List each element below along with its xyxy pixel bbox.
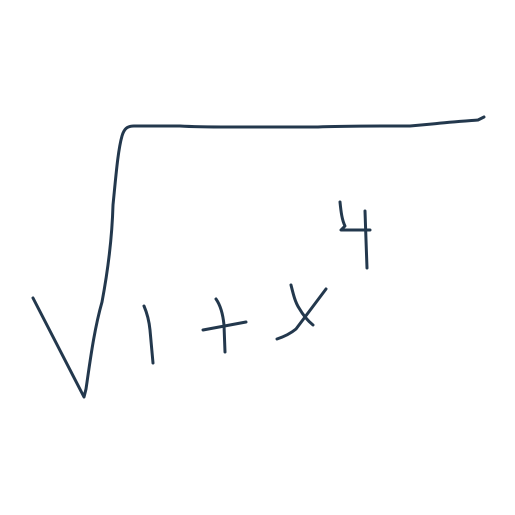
exponent-four-stem (363, 209, 369, 270)
x-stroke-one (289, 283, 315, 327)
digit-one (142, 304, 155, 365)
plus-vertical-stroke (214, 297, 227, 354)
exponent-four-left-stroke (338, 200, 372, 232)
x-stroke-two (275, 287, 328, 341)
square-root-sign (31, 115, 486, 399)
